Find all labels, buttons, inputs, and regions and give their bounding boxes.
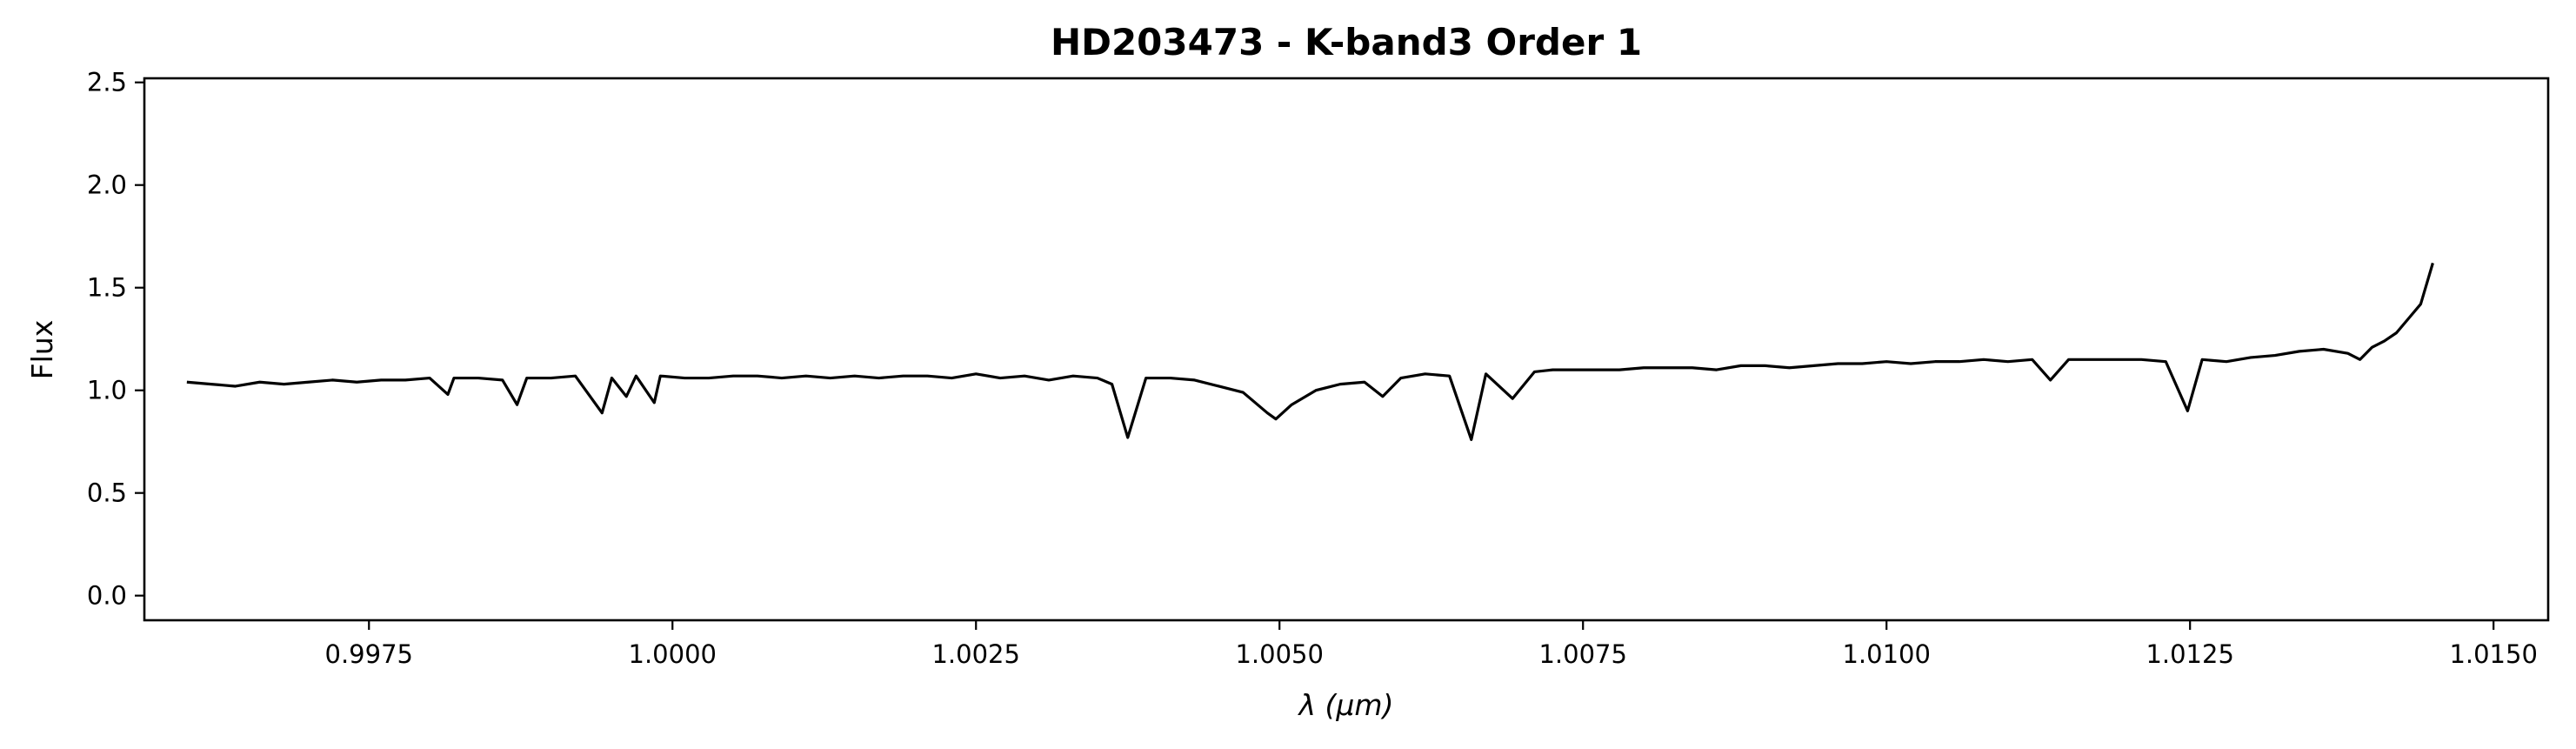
axes-frame (143, 77, 2550, 622)
plot-area (186, 262, 2434, 441)
x-tick-label: 1.0125 (2146, 639, 2233, 669)
y-tick-label: 0.0 (87, 581, 127, 611)
x-axis-label: λ (μm) (1298, 688, 1394, 722)
x-tick-label: 1.0100 (1842, 639, 1930, 669)
spectrum-series-line (186, 262, 2434, 441)
x-tick-label: 1.0050 (1235, 639, 1323, 669)
x-tick-label: 1.0150 (2449, 639, 2537, 669)
y-tick-label: 1.5 (87, 273, 127, 303)
y-axis-label: Flux (25, 320, 59, 380)
y-tick-label: 0.5 (87, 478, 127, 508)
y-tick-label: 2.5 (87, 68, 127, 97)
chart-title: HD203473 - K-band3 Order 1 (1051, 21, 1642, 64)
y-tick-label: 2.0 (87, 171, 127, 200)
y-tick-label: 1.0 (87, 376, 127, 405)
x-tick-label: 1.0075 (1538, 639, 1626, 669)
x-tick-label: 1.0025 (931, 639, 1019, 669)
x-axis: 0.9975 1.0000 1.0025 1.0050 1.0075 1.0100 1.01… (325, 620, 2538, 669)
y-axis: 0.0 0.5 1.0 1.5 2.0 2.5 (87, 68, 144, 611)
x-tick-label: 0.9975 (325, 639, 413, 669)
x-tick-label: 1.0000 (629, 639, 717, 669)
